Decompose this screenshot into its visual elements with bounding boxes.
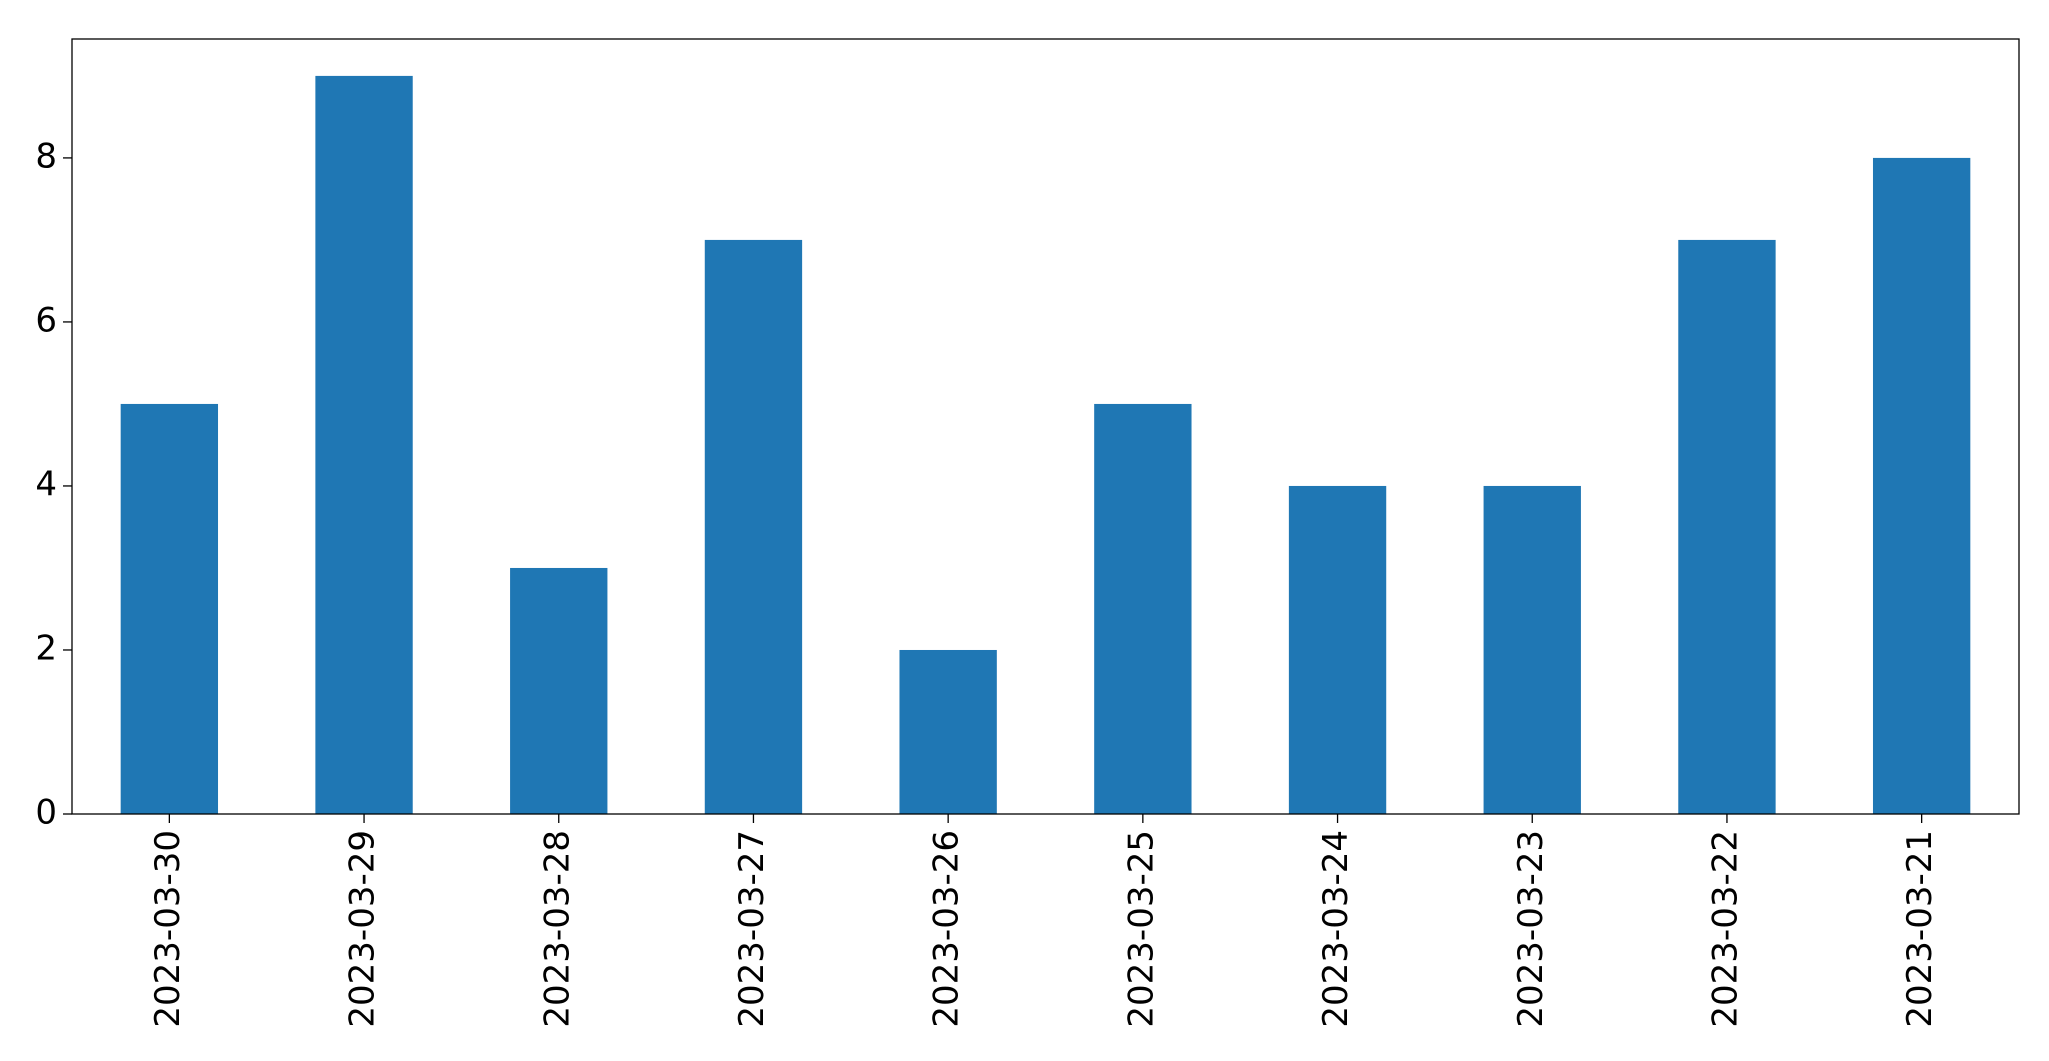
x-tick-label: 2023-03-22 bbox=[1705, 830, 1745, 1028]
bar bbox=[899, 649, 997, 814]
x-tick-label: 2023-03-21 bbox=[1900, 830, 1940, 1028]
y-tick-label: 2 bbox=[35, 628, 57, 668]
y-tick-label: 4 bbox=[35, 464, 57, 504]
bar bbox=[1678, 239, 1776, 815]
x-tick-label: 2023-03-29 bbox=[343, 830, 383, 1028]
x-tick-label: 2023-03-28 bbox=[537, 830, 577, 1028]
y-tick-label: 6 bbox=[35, 300, 57, 340]
bar bbox=[1288, 485, 1387, 814]
bar bbox=[1483, 485, 1581, 814]
y-tick-label: 0 bbox=[35, 793, 57, 833]
bar bbox=[1094, 403, 1192, 814]
x-tick-label: 2023-03-27 bbox=[732, 830, 772, 1028]
bar bbox=[120, 403, 219, 814]
x-tick-label: 2023-03-30 bbox=[148, 830, 188, 1028]
bar bbox=[510, 567, 608, 814]
y-tick-label: 8 bbox=[35, 136, 57, 176]
x-tick-label: 2023-03-26 bbox=[927, 830, 967, 1028]
x-tick-label: 2023-03-25 bbox=[1121, 830, 1161, 1028]
plot-frame bbox=[71, 38, 2020, 815]
bar bbox=[1872, 157, 1971, 814]
x-tick-label: 2023-03-23 bbox=[1511, 830, 1551, 1028]
x-tick-label: 2023-03-24 bbox=[1316, 830, 1356, 1028]
bar bbox=[315, 75, 413, 814]
bar bbox=[704, 239, 803, 815]
